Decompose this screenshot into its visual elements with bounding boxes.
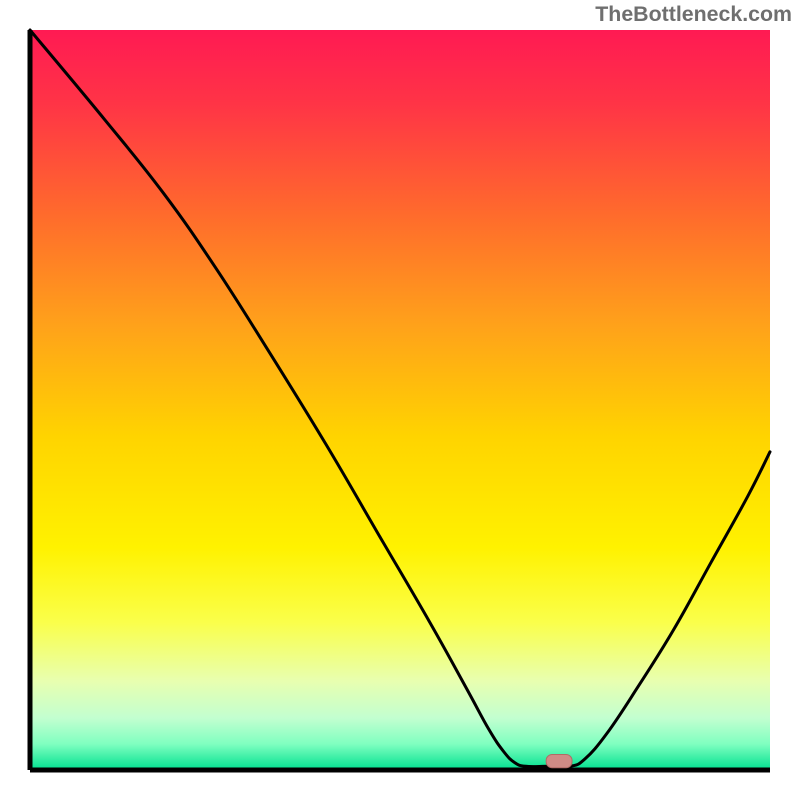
gradient-background	[30, 30, 770, 770]
bottleneck-chart	[0, 0, 800, 800]
watermark-text: TheBottleneck.com	[595, 2, 792, 27]
optimal-marker	[546, 754, 572, 767]
